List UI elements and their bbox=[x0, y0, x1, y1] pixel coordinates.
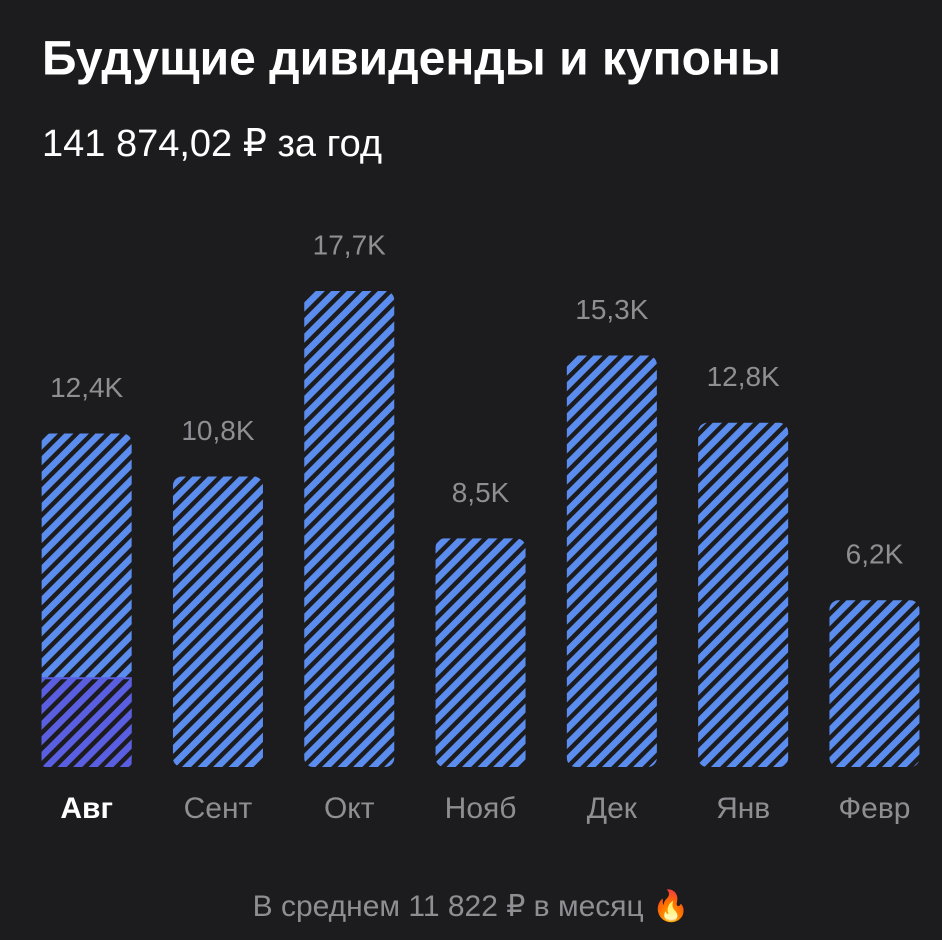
bar bbox=[435, 538, 526, 767]
x-tick-label: Сент bbox=[184, 792, 253, 825]
x-tick-label: Нояб bbox=[445, 792, 517, 825]
value-label: 8,5K bbox=[452, 477, 510, 508]
x-tick-label: Авг bbox=[60, 792, 113, 825]
value-label: 12,8K bbox=[707, 361, 780, 392]
bar bbox=[829, 600, 920, 767]
bar bbox=[698, 422, 789, 767]
value-label: 12,4K bbox=[50, 372, 123, 403]
value-label: 17,7K bbox=[313, 229, 386, 260]
bar bbox=[172, 476, 263, 767]
value-label: 10,8K bbox=[181, 415, 254, 446]
value-label: 15,3K bbox=[575, 294, 648, 325]
x-tick-label: Дек bbox=[587, 792, 638, 825]
x-tick-label: Февр bbox=[838, 792, 910, 825]
bar bbox=[566, 355, 657, 767]
x-tick-label: Янв bbox=[716, 792, 770, 825]
x-tick-label: Окт bbox=[324, 792, 375, 825]
chart-subtitle: 141 874,02 ₽ за год bbox=[42, 123, 382, 165]
chart-title: Будущие дивиденды и купоны bbox=[42, 33, 781, 86]
bar bbox=[304, 291, 395, 767]
footer-note: В среднем 11 822 ₽ в месяц 🔥 bbox=[253, 888, 690, 923]
bar-partial bbox=[41, 678, 132, 767]
value-label: 6,2K bbox=[846, 539, 904, 570]
